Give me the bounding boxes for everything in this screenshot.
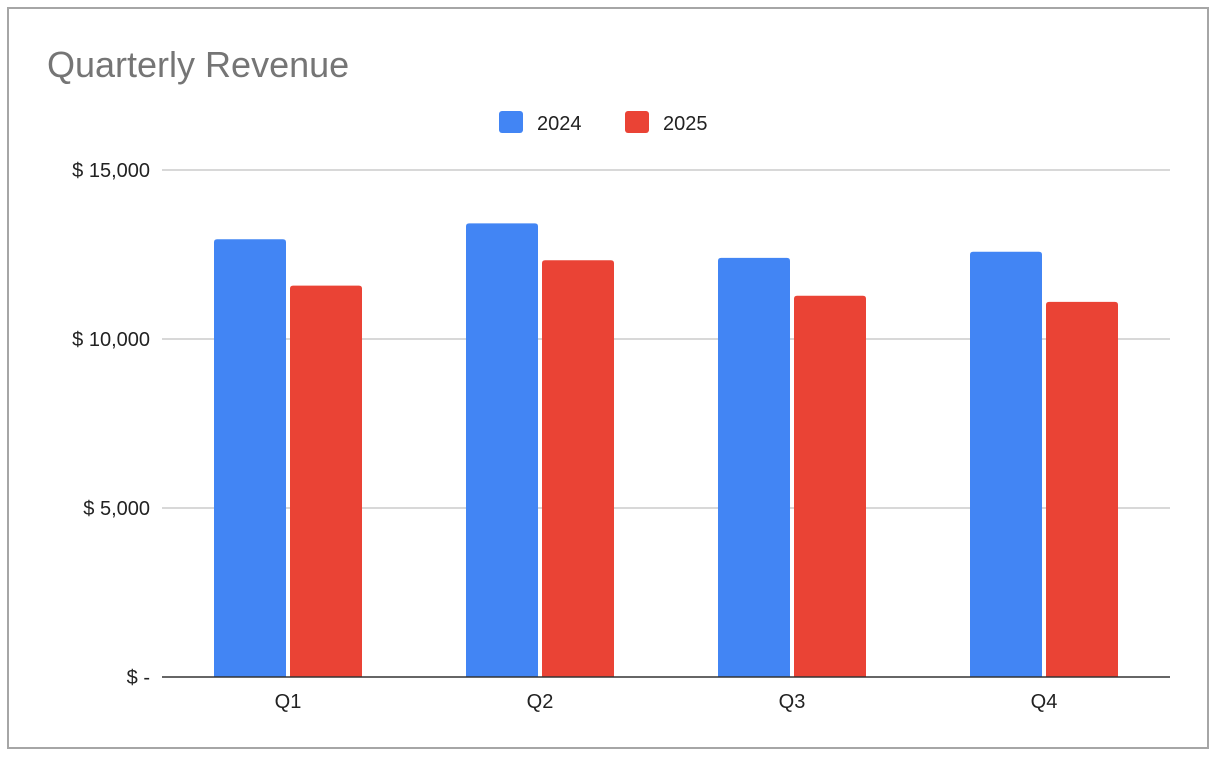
bar-2025-q1	[290, 285, 362, 677]
y-tick-label: $ 5,000	[83, 498, 150, 520]
legend-label-2024: 2024	[537, 113, 582, 135]
bar-2025-q2	[542, 260, 614, 677]
bar-2024-q2	[466, 223, 538, 678]
legend-label-2025: 2025	[663, 113, 708, 135]
category-labels: Q1 Q2 Q3 Q4	[275, 691, 1058, 713]
legend-swatch-2025	[625, 111, 649, 133]
legend-swatch-2024	[499, 111, 523, 133]
x-tick-label: Q3	[779, 691, 806, 713]
x-tick-label: Q1	[275, 691, 302, 713]
bars	[214, 223, 1118, 678]
x-tick-label: Q4	[1031, 691, 1058, 713]
y-tick-label: $ 10,000	[72, 329, 150, 351]
bar-2024-q1	[214, 239, 286, 678]
chart-title: Quarterly Revenue	[47, 44, 349, 85]
y-tick-label: $ 15,000	[72, 160, 150, 182]
y-tick-label: $ -	[127, 667, 150, 689]
legend: 2024 2025	[499, 111, 708, 135]
y-tick-labels: $ - $ 5,000 $ 10,000 $ 15,000	[72, 160, 150, 689]
bar-2024-q3	[718, 257, 790, 677]
bar-2025-q3	[794, 295, 866, 677]
bar-2025-q4	[1046, 301, 1118, 677]
x-tick-label: Q2	[527, 691, 554, 713]
bar-2024-q4	[970, 251, 1042, 677]
